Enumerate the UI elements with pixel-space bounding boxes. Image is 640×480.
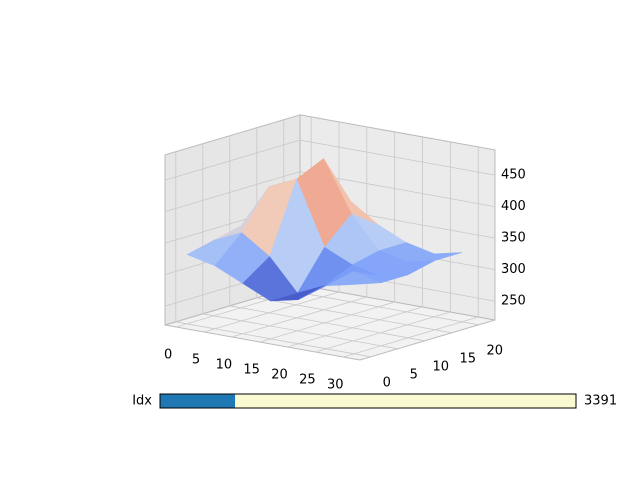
x-tick-label: 15: [243, 363, 260, 378]
z-tick-label: 450: [501, 168, 526, 183]
grid-line: [202, 313, 398, 350]
grid-line: [299, 139, 496, 176]
slider-frame: [159, 393, 577, 409]
x-tick-label: 10: [216, 358, 233, 373]
grid-line: [231, 296, 367, 338]
y-tick-label: 15: [459, 351, 476, 366]
slider[interactable]: Idx 3391: [132, 393, 617, 409]
y-tick-label: 5: [410, 367, 418, 382]
z-tick-label: 250: [501, 294, 526, 309]
y-tick-label: 0: [383, 375, 391, 390]
x-tick-label: 25: [299, 373, 316, 388]
z-tick-label: 300: [501, 262, 526, 277]
z-tick-label: 350: [501, 231, 526, 246]
grid-line: [287, 306, 423, 348]
grid-line: [343, 316, 479, 358]
grid-line: [229, 305, 425, 342]
x-tick-label: 0: [164, 348, 172, 363]
surface-patch: [326, 271, 382, 287]
z-tick-label: 400: [501, 199, 526, 214]
x-tick-label: 5: [192, 353, 200, 368]
grid-line: [164, 171, 301, 212]
grid-line: [203, 291, 340, 333]
slider-fill[interactable]: [160, 394, 236, 408]
grid-line: [256, 297, 452, 334]
surface: [186, 158, 463, 302]
grid-line: [283, 289, 479, 326]
grid-line: [259, 301, 395, 343]
y-tick-label: 10: [432, 359, 449, 374]
grid-line: [315, 311, 451, 353]
x-tick-label: 20: [271, 368, 288, 383]
x-tick-label: 30: [327, 378, 344, 393]
y-tick-label: 20: [486, 343, 503, 358]
slider-value: 3391: [584, 394, 617, 409]
grid-line: [175, 321, 371, 358]
grid-line: [164, 139, 301, 181]
slider-label: Idx: [132, 394, 152, 409]
